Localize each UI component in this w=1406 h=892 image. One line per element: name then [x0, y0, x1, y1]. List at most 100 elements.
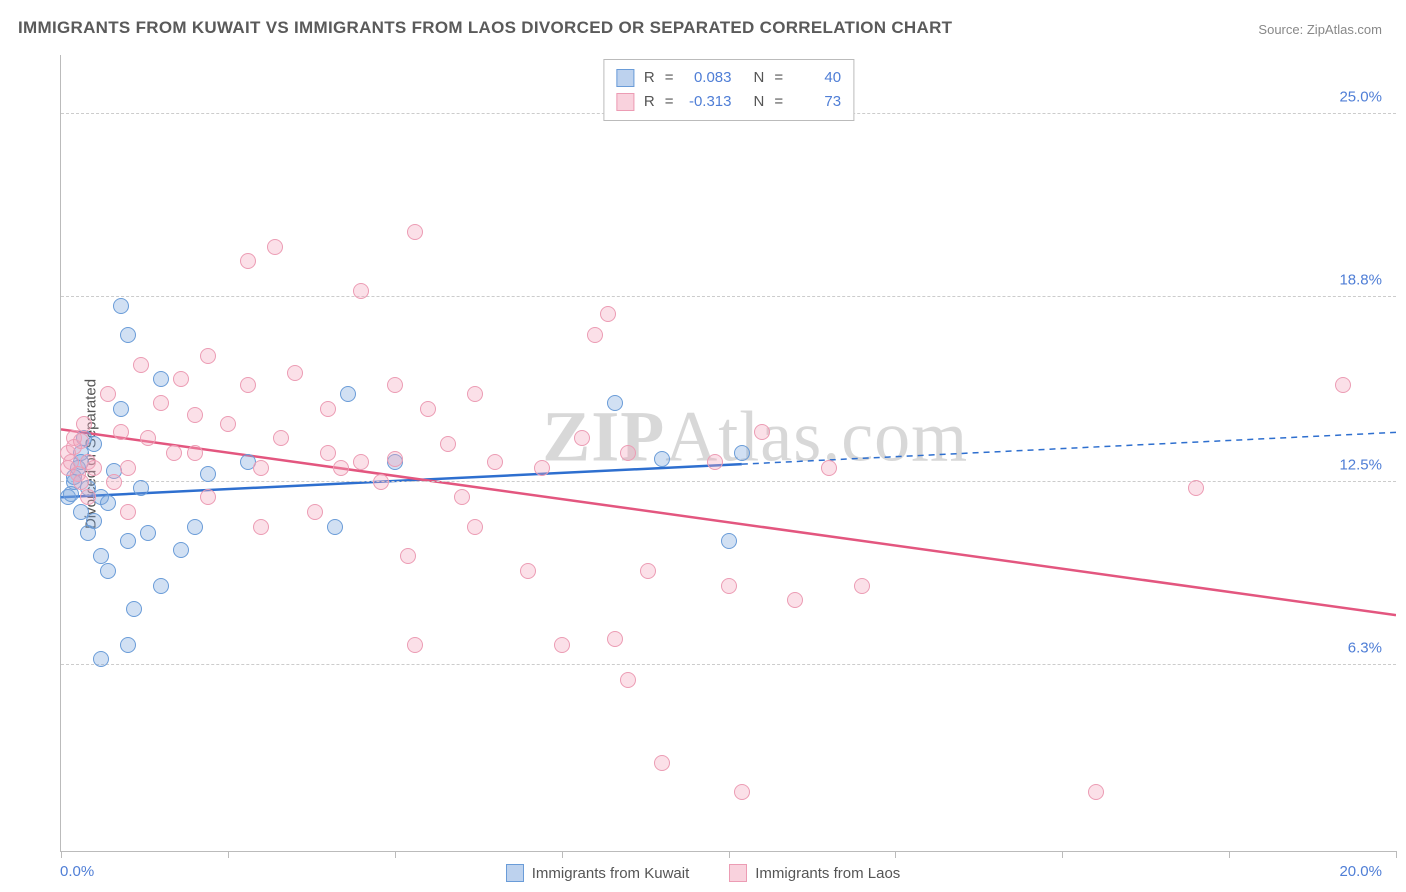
- y-tick-label: 12.5%: [1339, 457, 1382, 474]
- data-point: [620, 672, 636, 688]
- data-point: [320, 445, 336, 461]
- legend: Immigrants from Kuwait Immigrants from L…: [0, 864, 1406, 882]
- data-point: [534, 460, 550, 476]
- data-point: [86, 460, 102, 476]
- legend-swatch-kuwait: [506, 864, 524, 882]
- data-point: [200, 466, 216, 482]
- y-tick-label: 25.0%: [1339, 88, 1382, 105]
- x-tick: [395, 851, 396, 858]
- data-point: [153, 578, 169, 594]
- data-point: [620, 445, 636, 461]
- legend-swatch-laos: [729, 864, 747, 882]
- data-point: [440, 436, 456, 452]
- data-point: [140, 525, 156, 541]
- data-point: [120, 533, 136, 549]
- data-point: [126, 601, 142, 617]
- data-point: [487, 454, 503, 470]
- data-point: [166, 445, 182, 461]
- stat-r-laos: -0.313: [684, 90, 732, 114]
- data-point: [187, 407, 203, 423]
- data-point: [407, 224, 423, 240]
- data-point: [721, 578, 737, 594]
- data-point: [76, 416, 92, 432]
- data-point: [654, 451, 670, 467]
- data-point: [133, 357, 149, 373]
- data-point: [200, 348, 216, 364]
- chart-container: Divorced or Separated ZIPAtlas.com R = 0…: [10, 55, 1396, 852]
- data-point: [220, 416, 236, 432]
- data-point: [80, 489, 96, 505]
- data-point: [153, 395, 169, 411]
- data-point: [327, 519, 343, 535]
- data-point: [100, 386, 116, 402]
- x-tick: [1229, 851, 1230, 858]
- data-point: [467, 386, 483, 402]
- data-point: [854, 578, 870, 594]
- data-point: [100, 563, 116, 579]
- source-label: Source:: [1258, 22, 1303, 37]
- data-point: [467, 519, 483, 535]
- data-point: [587, 327, 603, 343]
- data-point: [106, 474, 122, 490]
- x-tick: [1062, 851, 1063, 858]
- data-point: [133, 480, 149, 496]
- data-point: [273, 430, 289, 446]
- data-point: [1188, 480, 1204, 496]
- correlation-stats-box: R = 0.083 N = 40 R = -0.313 N = 73: [603, 59, 854, 121]
- data-point: [387, 451, 403, 467]
- y-tick-label: 6.3%: [1348, 640, 1382, 657]
- data-point: [333, 460, 349, 476]
- source-link[interactable]: ZipAtlas.com: [1307, 22, 1382, 37]
- data-point: [253, 519, 269, 535]
- stats-row-laos: R = -0.313 N = 73: [616, 90, 841, 114]
- data-point: [73, 474, 89, 490]
- stat-n-label: N: [754, 66, 765, 90]
- data-point: [654, 755, 670, 771]
- data-point: [173, 371, 189, 387]
- data-point: [600, 306, 616, 322]
- data-point: [721, 533, 737, 549]
- data-point: [93, 651, 109, 667]
- data-point: [267, 239, 283, 255]
- legend-item-kuwait: Immigrants from Kuwait: [506, 864, 690, 882]
- data-point: [574, 430, 590, 446]
- legend-label-laos: Immigrants from Laos: [755, 865, 900, 882]
- data-point: [73, 433, 89, 449]
- data-point: [120, 504, 136, 520]
- data-point: [454, 489, 470, 505]
- source-attribution: Source: ZipAtlas.com: [1258, 22, 1382, 37]
- legend-item-laos: Immigrants from Laos: [729, 864, 900, 882]
- data-point: [140, 430, 156, 446]
- data-point: [100, 495, 116, 511]
- stat-r-label: R: [644, 66, 655, 90]
- stat-r-kuwait: 0.083: [684, 66, 732, 90]
- data-point: [707, 454, 723, 470]
- data-point: [113, 298, 129, 314]
- data-point: [93, 548, 109, 564]
- data-point: [353, 454, 369, 470]
- data-point: [420, 401, 436, 417]
- data-point: [821, 460, 837, 476]
- data-point: [1088, 784, 1104, 800]
- data-point: [200, 489, 216, 505]
- trend-lines: [61, 55, 1396, 851]
- data-point: [640, 563, 656, 579]
- data-point: [1335, 377, 1351, 393]
- gridline: [61, 664, 1396, 665]
- stat-n-laos: 73: [793, 90, 841, 114]
- x-tick: [1396, 851, 1397, 858]
- data-point: [113, 424, 129, 440]
- data-point: [554, 637, 570, 653]
- data-point: [307, 504, 323, 520]
- gridline: [61, 296, 1396, 297]
- data-point: [607, 631, 623, 647]
- swatch-laos: [616, 93, 634, 111]
- stats-row-kuwait: R = 0.083 N = 40: [616, 66, 841, 90]
- data-point: [120, 460, 136, 476]
- data-point: [86, 513, 102, 529]
- data-point: [520, 563, 536, 579]
- x-tick: [729, 851, 730, 858]
- data-point: [407, 637, 423, 653]
- data-point: [787, 592, 803, 608]
- data-point: [240, 253, 256, 269]
